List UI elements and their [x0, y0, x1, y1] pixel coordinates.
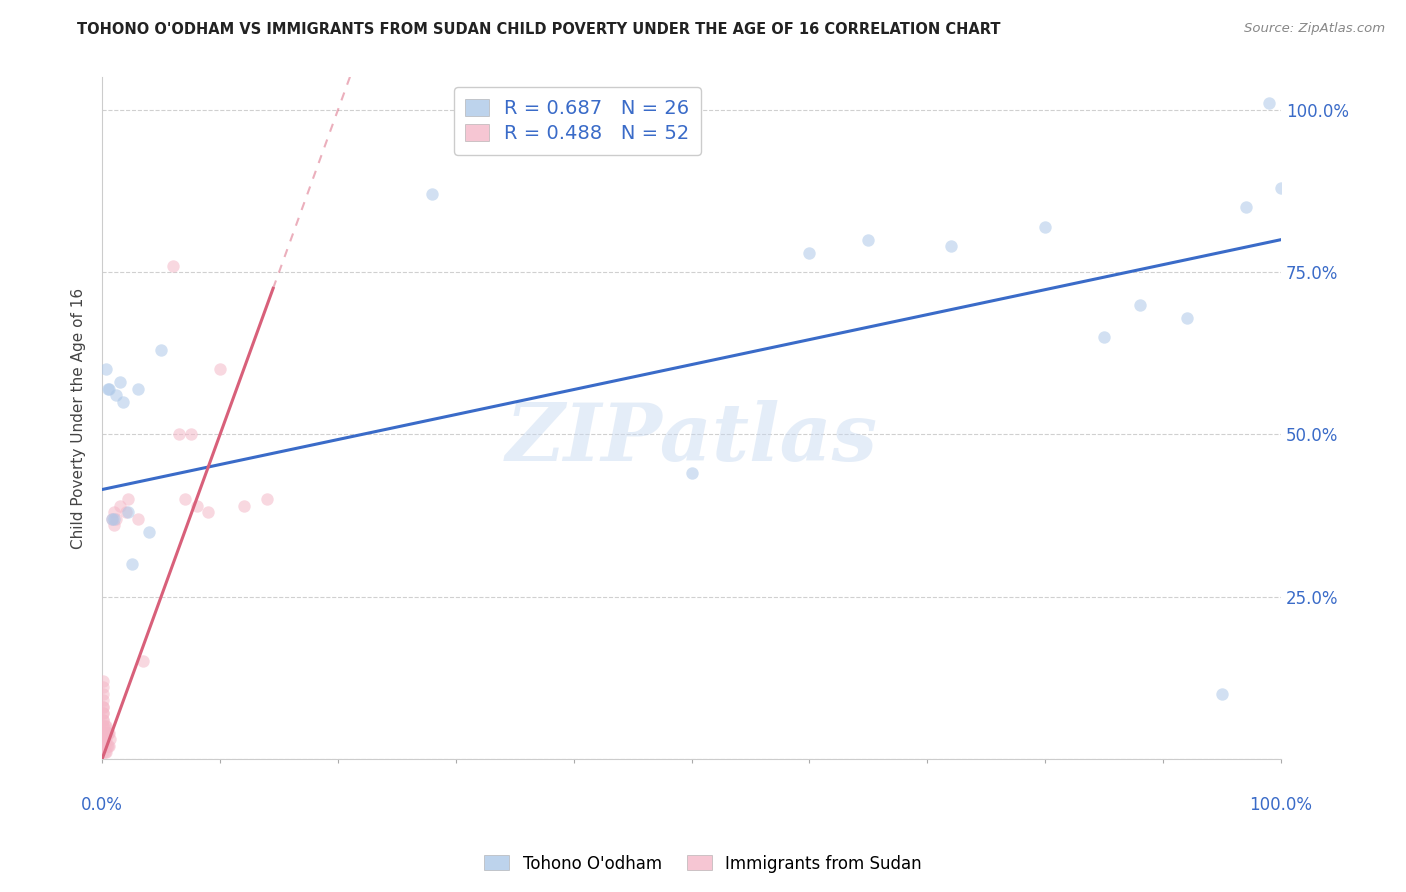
Point — [93, 699, 115, 714]
Point — [138, 524, 160, 539]
Point — [799, 245, 821, 260]
Point — [108, 499, 131, 513]
Point — [93, 739, 115, 753]
Point — [98, 382, 121, 396]
Point — [96, 726, 118, 740]
Point — [420, 187, 443, 202]
Point — [1258, 96, 1281, 111]
Point — [105, 511, 128, 525]
Point — [93, 726, 115, 740]
Point — [1270, 180, 1292, 194]
Text: 0.0%: 0.0% — [82, 797, 124, 814]
Point — [98, 726, 121, 740]
Text: Source: ZipAtlas.com: Source: ZipAtlas.com — [1244, 22, 1385, 36]
Point — [209, 362, 232, 376]
Point — [127, 382, 149, 396]
Point — [100, 511, 122, 525]
Point — [117, 505, 139, 519]
Legend: R = 0.687   N = 26, R = 0.488   N = 52: R = 0.687 N = 26, R = 0.488 N = 52 — [454, 87, 702, 155]
Legend: Tohono O'odham, Immigrants from Sudan: Tohono O'odham, Immigrants from Sudan — [478, 848, 928, 880]
Point — [162, 259, 184, 273]
Point — [1033, 219, 1056, 234]
Point — [197, 505, 219, 519]
Point — [1211, 687, 1233, 701]
Point — [96, 739, 118, 753]
Point — [93, 732, 115, 747]
Point — [93, 719, 115, 733]
Point — [103, 518, 125, 533]
Point — [93, 726, 115, 740]
Point — [93, 739, 115, 753]
Point — [105, 388, 128, 402]
Point — [93, 719, 115, 733]
Text: 100.0%: 100.0% — [1250, 797, 1312, 814]
Point — [93, 732, 115, 747]
Point — [1234, 200, 1257, 214]
Point — [93, 713, 115, 727]
Point — [1092, 330, 1115, 344]
Point — [97, 382, 120, 396]
Point — [94, 719, 117, 733]
Point — [93, 673, 115, 688]
Point — [121, 557, 143, 571]
Point — [93, 726, 115, 740]
Point — [103, 511, 125, 525]
Point — [94, 745, 117, 759]
Point — [93, 745, 115, 759]
Point — [939, 239, 962, 253]
Point — [117, 492, 139, 507]
Point — [97, 726, 120, 740]
Point — [150, 343, 173, 357]
Point — [93, 706, 115, 721]
Text: TOHONO O'ODHAM VS IMMIGRANTS FROM SUDAN CHILD POVERTY UNDER THE AGE OF 16 CORREL: TOHONO O'ODHAM VS IMMIGRANTS FROM SUDAN … — [77, 22, 1001, 37]
Point — [232, 499, 254, 513]
Point — [173, 492, 195, 507]
Point — [93, 681, 115, 695]
Point — [98, 739, 121, 753]
Point — [108, 376, 131, 390]
Point — [132, 655, 155, 669]
Point — [681, 467, 703, 481]
Point — [186, 499, 208, 513]
Point — [1128, 297, 1150, 311]
Y-axis label: Child Poverty Under the Age of 16: Child Poverty Under the Age of 16 — [72, 287, 86, 549]
Point — [103, 505, 125, 519]
Point — [97, 739, 120, 753]
Point — [256, 492, 278, 507]
Point — [167, 427, 190, 442]
Point — [127, 511, 149, 525]
Point — [93, 687, 115, 701]
Point — [100, 732, 122, 747]
Point — [1175, 310, 1198, 325]
Point — [858, 233, 880, 247]
Point — [94, 732, 117, 747]
Point — [94, 362, 117, 376]
Point — [93, 713, 115, 727]
Point — [93, 706, 115, 721]
Point — [93, 699, 115, 714]
Point — [180, 427, 202, 442]
Point — [112, 395, 135, 409]
Point — [114, 505, 136, 519]
Point — [93, 719, 115, 733]
Point — [100, 511, 122, 525]
Point — [93, 745, 115, 759]
Text: ZIPatlas: ZIPatlas — [506, 400, 877, 477]
Point — [93, 732, 115, 747]
Point — [93, 693, 115, 707]
Point — [93, 739, 115, 753]
